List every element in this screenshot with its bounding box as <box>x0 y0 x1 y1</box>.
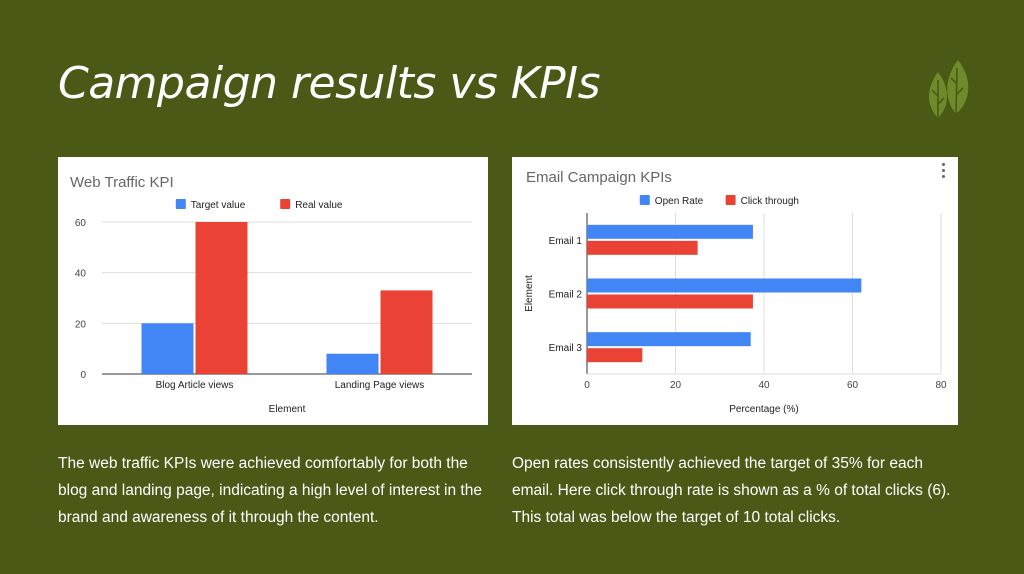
legend-swatch <box>725 195 736 205</box>
bar <box>195 222 248 374</box>
x-axis-title: Percentage (%) <box>729 404 798 415</box>
chart-title: Web Traffic KPI <box>70 174 174 191</box>
bar <box>587 240 698 255</box>
bar <box>587 224 753 239</box>
legend-label: Target value <box>191 200 246 211</box>
email-campaign-chart: Email Campaign KPIs Open Rate Click throug… <box>524 169 947 415</box>
more-options-icon[interactable] <box>942 163 946 179</box>
legend-label: Open Rate <box>655 196 704 207</box>
bar <box>587 348 643 363</box>
x-axis-title: Element <box>269 404 306 415</box>
x-tick-label: Landing Page views <box>335 380 425 391</box>
y-tick-label: 0 <box>80 370 86 381</box>
bar <box>326 353 379 374</box>
y-tick-label: 60 <box>75 218 87 229</box>
legend-swatch <box>280 199 291 209</box>
web-traffic-chart: Web Traffic KPI Target value Real value 0 20… <box>70 174 472 415</box>
x-tick-label: 20 <box>670 380 682 391</box>
x-tick-label: 60 <box>847 380 859 391</box>
legend-swatch <box>175 199 186 209</box>
bar <box>587 294 753 309</box>
x-tick-label: 0 <box>584 380 590 391</box>
y-tick-label: Email 3 <box>549 343 583 354</box>
y-tick-label: Email 1 <box>549 236 583 247</box>
legend-label: Real value <box>295 200 343 211</box>
legend-label: Click through <box>741 196 799 207</box>
x-tick-label: 80 <box>935 380 947 391</box>
y-tick-label: 40 <box>75 269 87 280</box>
web-traffic-chart-panel: Web Traffic KPI Target value Real value 0 20… <box>58 157 488 425</box>
y-tick-label: Email 2 <box>549 290 583 301</box>
y-tick-label: 20 <box>75 319 87 330</box>
bar <box>380 290 433 374</box>
legend-swatch <box>639 195 650 205</box>
email-campaign-chart-panel: Email Campaign KPIs Open Rate Click throug… <box>512 157 958 425</box>
leaf-icon <box>929 60 969 118</box>
email-campaign-caption: Open rates consistently achieved the tar… <box>512 455 951 526</box>
x-tick-label: Blog Article views <box>156 380 234 391</box>
bar <box>587 278 862 293</box>
y-axis-title: Element <box>524 275 535 312</box>
web-traffic-caption: The web traffic KPIs were achieved comfo… <box>58 455 482 526</box>
chart-title: Email Campaign KPIs <box>526 169 672 186</box>
slide-title: Campaign results vs KPIs <box>58 58 601 109</box>
bar <box>587 332 751 347</box>
bar <box>141 323 194 374</box>
x-tick-label: 40 <box>758 380 770 391</box>
